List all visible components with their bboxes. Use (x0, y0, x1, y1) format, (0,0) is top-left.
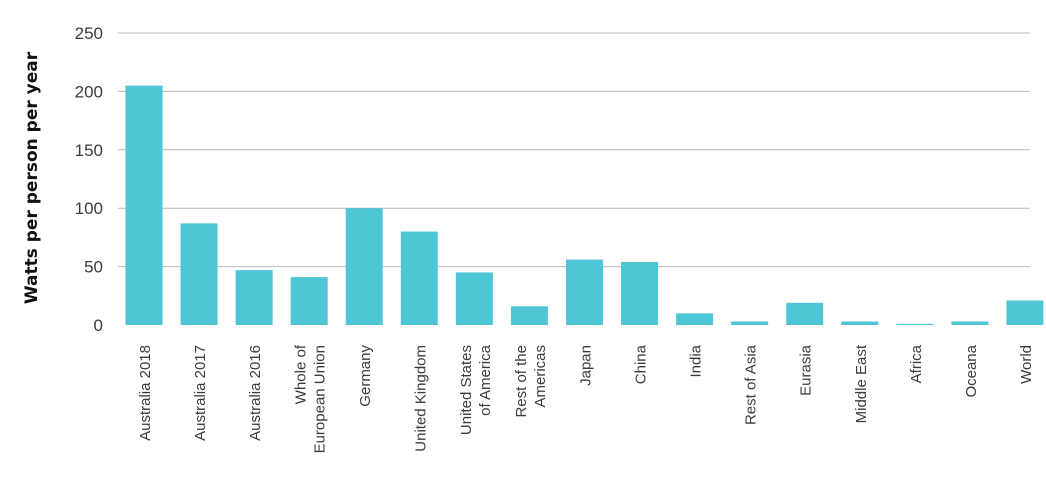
bar (565, 259, 603, 325)
x-tick-label: Rest of Asia (743, 344, 760, 425)
x-tick-label-line: Germany (357, 345, 374, 407)
bar (235, 270, 273, 325)
x-tick-label: Australia 2018 (137, 345, 154, 441)
x-tick-label: India (688, 344, 705, 377)
x-tick-label-line: World (1018, 345, 1035, 384)
y-axis-title: Watts per person per year (22, 51, 42, 304)
x-tick-label-line: Oceana (963, 344, 980, 397)
bar (1006, 300, 1044, 325)
x-tick-label: Middle East (853, 344, 870, 423)
bar (510, 306, 548, 325)
x-tick-label-line: Eurasia (798, 344, 815, 396)
x-tick-label: Oceana (963, 344, 980, 397)
y-tick-labels: 0 50 100 150 200 250 (75, 24, 103, 335)
y-tick-label: 50 (84, 258, 103, 277)
bar (455, 272, 493, 325)
x-tick-label: World (1018, 345, 1035, 384)
x-tick-label: United Kingdom (412, 345, 429, 452)
x-tick-label-line: European Union (312, 345, 329, 453)
x-tick-label-line: Africa (908, 344, 925, 383)
x-tick-label-line: United Kingdom (412, 345, 429, 452)
bar (290, 277, 328, 325)
bar (621, 261, 659, 325)
y-tick-label: 250 (75, 24, 103, 43)
bar (125, 85, 163, 325)
y-tick-label: 100 (75, 199, 103, 218)
bar (180, 223, 218, 325)
x-tick-label-line: Whole of (293, 344, 310, 404)
bars (125, 85, 1044, 325)
x-tick-label-line: India (688, 344, 705, 377)
x-tick-label-line: Australia 2016 (247, 345, 264, 441)
bar (676, 313, 714, 325)
bar (841, 321, 879, 325)
x-tick-label: Australia 2016 (247, 345, 264, 441)
x-tick-label: Japan (577, 345, 594, 386)
x-tick-label: China (633, 344, 650, 384)
x-tick-label: Rest of the Americas (513, 345, 549, 418)
y-tick-label: 200 (75, 82, 103, 101)
x-tick-label-line: Japan (577, 345, 594, 386)
x-tick-label: Africa (908, 344, 925, 383)
x-tick-label-line: of America (477, 344, 494, 416)
x-tick-label: Eurasia (798, 344, 815, 396)
x-tick-label: Australia 2017 (192, 345, 209, 441)
x-tick-label: Germany (357, 345, 374, 407)
x-tick-label-line: Americas (532, 345, 549, 408)
gridlines (118, 32, 1030, 268)
bar (400, 231, 438, 325)
x-tick-label-line: China (633, 344, 650, 384)
bar (951, 321, 989, 325)
bar (345, 208, 383, 325)
x-tick-label-line: United States (458, 345, 475, 435)
bar (896, 323, 934, 325)
bar (786, 302, 824, 325)
x-tick-label: Whole of European Union (293, 344, 329, 453)
x-tick-label: United States of America (458, 344, 494, 435)
bar (731, 321, 769, 325)
x-tick-label-line: Middle East (853, 344, 870, 423)
x-tick-label-line: Australia 2018 (137, 345, 154, 441)
x-tick-labels: Australia 2018 Australia 2017 Australia 20… (137, 344, 1035, 453)
y-tick-label: 0 (94, 316, 103, 335)
x-tick-label-line: Australia 2017 (192, 345, 209, 441)
x-tick-label-line: Rest of the (513, 345, 530, 418)
y-tick-label: 150 (75, 141, 103, 160)
x-tick-label-line: Rest of Asia (743, 344, 760, 425)
